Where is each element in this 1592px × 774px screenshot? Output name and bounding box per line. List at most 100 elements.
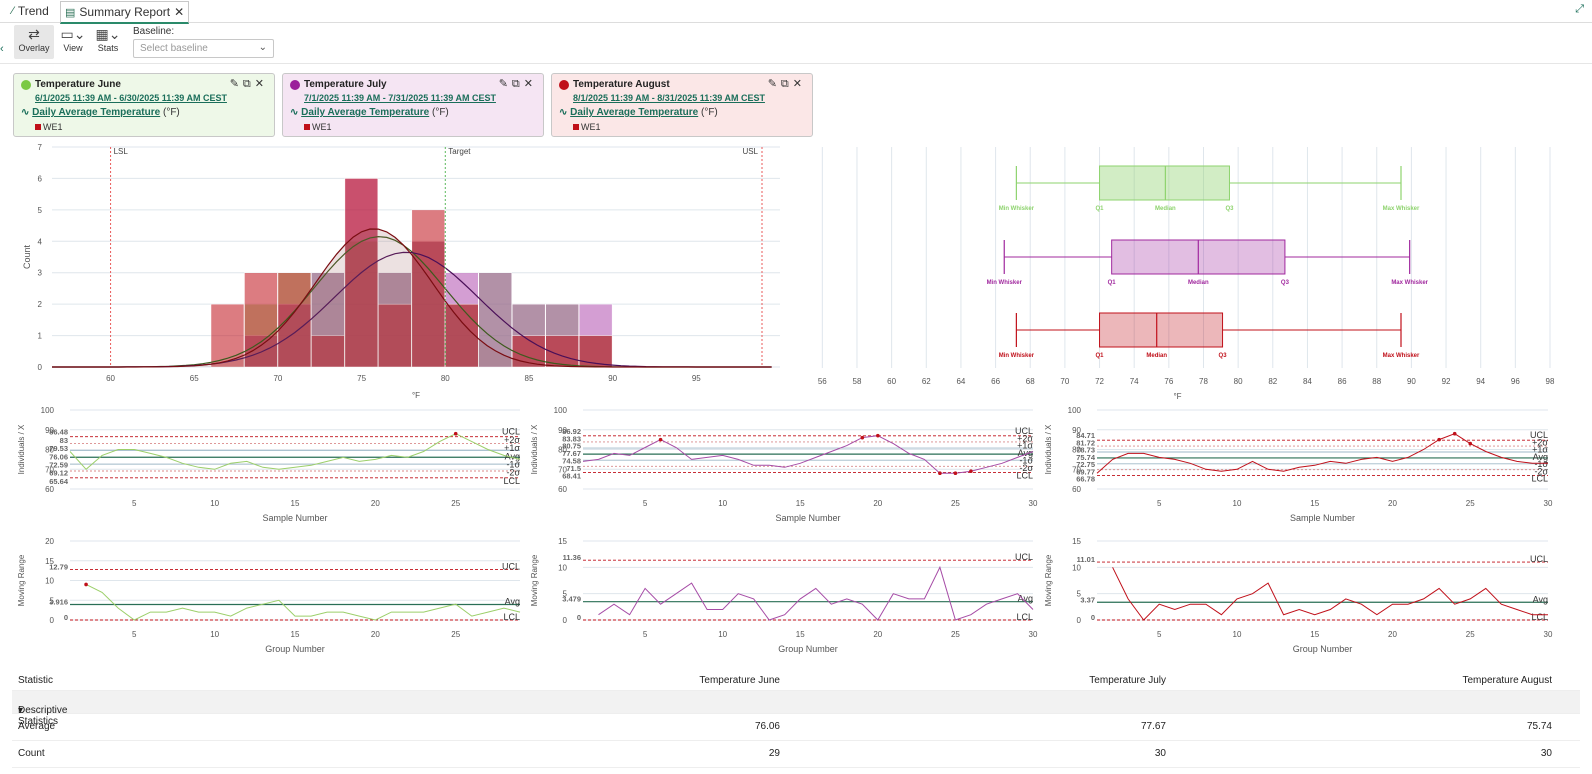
edit-icon[interactable]: ✎ <box>229 78 243 90</box>
tab-summary-report[interactable]: ▤ Summary Report ✕ <box>60 1 190 24</box>
x-tick-label: 5 <box>1157 630 1162 639</box>
document-icon: ▤ <box>65 6 76 19</box>
copy-icon[interactable]: ⧉ <box>511 78 524 90</box>
x-tick-label: 80 <box>441 374 450 383</box>
asset-square-icon <box>35 124 41 130</box>
box-label: Q1 <box>1096 206 1105 212</box>
limit-value: 79.53 <box>49 444 68 453</box>
toolbar: ‹ ⇄ Overlay ▭⌄ View ▦⌄ Stats Baseline: S… <box>0 23 1592 64</box>
y-tick-label: 60 <box>1072 485 1081 494</box>
x-axis-label: °F <box>1173 392 1181 401</box>
x-tick-label: 74 <box>1130 377 1139 386</box>
y-tick-label: 100 <box>554 406 568 415</box>
card-temperature-june[interactable]: Temperature June 6/1/2025 11:39 AM - 6/3… <box>13 73 275 137</box>
y-tick-label: 10 <box>45 577 54 586</box>
x-tick-label: 72 <box>1095 377 1104 386</box>
baseline-placeholder: Select baseline <box>140 43 208 54</box>
x-axis-label: Sample Number <box>262 513 327 523</box>
overlay-button[interactable]: ⇄ Overlay <box>14 25 54 59</box>
stats-header-august: Temperature August <box>1462 675 1553 686</box>
y-axis-label: Count <box>22 245 32 270</box>
x-tick-label: 60 <box>887 377 896 386</box>
baseline-select[interactable]: Select baseline ⌄ <box>133 39 274 58</box>
card-date-range-link[interactable]: 7/1/2025 11:39 AM - 7/31/2025 11:39 AM C… <box>304 93 496 103</box>
close-icon[interactable]: ✕ <box>174 5 185 19</box>
stats-row-count: Count 29 30 30 <box>12 741 1580 768</box>
x-tick-label: 85 <box>525 374 534 383</box>
y-tick-label: 90 <box>558 426 567 435</box>
card-unit: (°F) <box>431 107 449 118</box>
limit-value: 80.75 <box>562 442 581 451</box>
y-tick-label: 100 <box>1068 406 1082 415</box>
x-tick-label: 60 <box>106 374 115 383</box>
card-date-range-link[interactable]: 8/1/2025 11:39 AM - 8/31/2025 11:39 AM C… <box>573 93 765 103</box>
limit-label: +1σ <box>1017 441 1033 451</box>
copy-icon[interactable]: ⧉ <box>780 78 793 90</box>
x-tick-label: 95 <box>692 374 701 383</box>
x-tick-label: 76 <box>1164 377 1173 386</box>
copy-icon[interactable]: ⧉ <box>242 78 255 90</box>
tab-trend-label: Trend <box>17 4 49 18</box>
chevron-left-icon[interactable]: ‹ <box>0 43 4 55</box>
limit-label: Avg <box>1533 452 1548 462</box>
close-icon[interactable]: ✕ <box>523 78 537 90</box>
edit-icon[interactable]: ✎ <box>498 78 512 90</box>
y-tick-label: 0 <box>50 616 55 625</box>
close-icon[interactable]: ✕ <box>254 78 268 90</box>
x-tick-label: 10 <box>1233 499 1242 508</box>
x-tick-label: 15 <box>1310 630 1319 639</box>
y-tick-label: 70 <box>45 465 54 474</box>
x-tick-label: 58 <box>853 377 862 386</box>
y-tick-label: 2 <box>38 300 43 309</box>
limit-value: 0 <box>64 613 68 622</box>
limit-label: UCL <box>1015 552 1033 562</box>
box-label: Median <box>1188 280 1209 286</box>
moving-range-chart: 0 5 10 15 5 10 15 20 25 30 Group Number Moving Rang… <box>530 537 1038 654</box>
edit-icon[interactable]: ✎ <box>767 78 781 90</box>
y-tick-label: 70 <box>558 465 567 474</box>
individuals-chart: 60 70 80 90 100 5 10 15 20 25 30 Sample Number Indiv… <box>1044 406 1553 523</box>
y-axis-label: Individuals / X <box>1044 424 1053 474</box>
limit-value: 78.73 <box>1076 446 1095 455</box>
histogram-bar <box>210 303 245 368</box>
card-temperature-july[interactable]: Temperature July 7/1/2025 11:39 AM - 7/3… <box>282 73 544 137</box>
box-label: Q3 <box>1281 280 1290 286</box>
histogram-chart: 0 1 2 3 4 5 6 7 60 65 70 75 80 85 90 95 °F Count LSL Target… <box>22 143 780 400</box>
limit-label: -1σ <box>1019 456 1033 466</box>
statistics-table: Statistic Temperature June Temperature J… <box>12 668 1580 768</box>
signal-wave-icon: ∿ <box>21 107 30 118</box>
tab-trend[interactable]: ⁄ Trend <box>12 1 49 21</box>
stats-row-label: Average <box>18 721 56 732</box>
view-label: View <box>63 43 83 53</box>
stats-icon: ▦⌄ <box>95 26 121 42</box>
y-tick-label: 5 <box>563 590 568 599</box>
x-axis-label: °F <box>412 391 420 400</box>
stats-header-june: Temperature June <box>699 675 780 686</box>
card-asset: WE1 <box>35 122 63 132</box>
y-tick-label: 7 <box>38 143 43 152</box>
limit-value: 12.79 <box>49 562 68 571</box>
limit-value: 75.74 <box>1076 453 1096 462</box>
stats-section-descriptive[interactable]: ▾ Descriptive Statistics <box>12 691 1580 727</box>
x-tick-label: 92 <box>1442 377 1451 386</box>
limit-label: LCL <box>503 612 520 622</box>
limit-value: 65.64 <box>49 477 69 486</box>
card-asset: WE1 <box>304 122 332 132</box>
card-temperature-august[interactable]: Temperature August 8/1/2025 11:39 AM - 8… <box>551 73 813 137</box>
x-tick-label: 30 <box>1029 630 1038 639</box>
card-date-range-link[interactable]: 6/1/2025 11:39 AM - 6/30/2025 11:39 AM C… <box>35 93 227 103</box>
card-signal-link[interactable]: Daily Average Temperature <box>301 107 430 118</box>
flagged-point <box>953 471 958 476</box>
card-unit: (°F) <box>700 107 718 118</box>
limit-value: 66.78 <box>1076 475 1095 484</box>
x-tick-label: 75 <box>357 374 366 383</box>
y-tick-label: 90 <box>1072 426 1081 435</box>
card-signal-link[interactable]: Daily Average Temperature <box>570 107 699 118</box>
view-button[interactable]: ▭⌄ View <box>53 25 93 59</box>
card-signal-link[interactable]: Daily Average Temperature <box>32 107 161 118</box>
x-tick-label: 15 <box>796 499 805 508</box>
stats-button[interactable]: ▦⌄ Stats <box>88 25 128 59</box>
close-icon[interactable]: ✕ <box>792 78 806 90</box>
expand-icon[interactable]: ⤢ <box>1575 3 1584 15</box>
histogram-bar <box>445 303 479 368</box>
